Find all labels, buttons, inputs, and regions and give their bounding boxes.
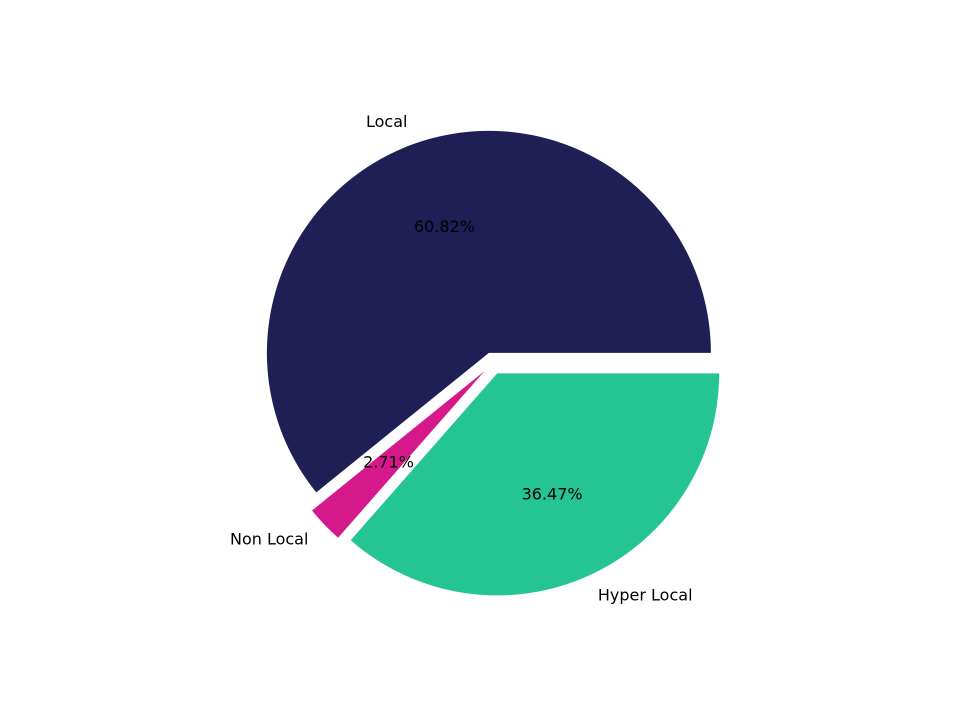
value-label: 36.47%: [522, 484, 583, 503]
value-label: 60.82%: [414, 217, 475, 236]
slice-label: Non Local: [230, 530, 308, 549]
slice-label: Local: [366, 112, 407, 131]
pie-slice: [311, 370, 485, 538]
pie-slice: [266, 130, 711, 493]
pie-slice: [350, 373, 720, 596]
value-label: 2.71%: [363, 453, 414, 472]
slice-label: Hyper Local: [598, 585, 693, 604]
